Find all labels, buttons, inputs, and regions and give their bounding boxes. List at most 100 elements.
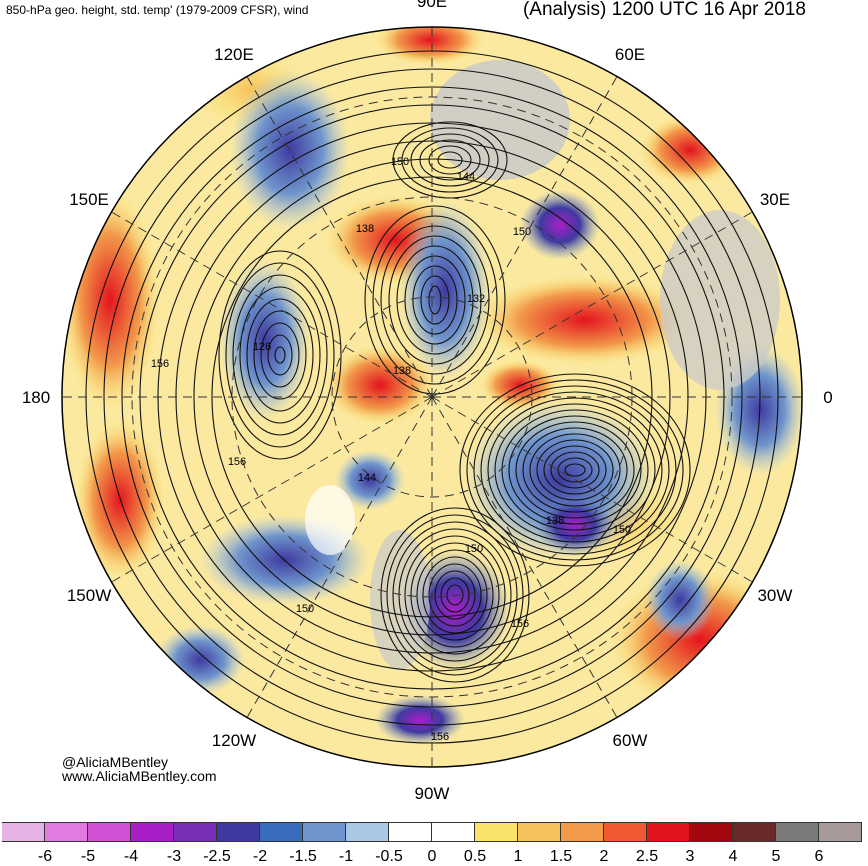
height-contour <box>459 373 691 567</box>
height-contour <box>416 549 494 641</box>
height-contour <box>246 298 314 412</box>
height-contour <box>388 235 482 365</box>
map-border <box>61 26 803 768</box>
height-contour <box>419 139 481 181</box>
height-contour <box>364 205 506 395</box>
colorbar-swatch <box>88 822 131 842</box>
contour-label: 132 <box>467 293 485 305</box>
latitude-circle <box>331 296 533 498</box>
colorbar-swatch <box>776 822 819 842</box>
height-contour <box>515 421 635 519</box>
colorbar-tick: 1 <box>513 848 523 865</box>
height-contour <box>550 451 600 489</box>
meridian-line <box>246 76 433 398</box>
lon-120w-label: 120W <box>212 731 256 750</box>
meridian-line <box>431 396 618 718</box>
height-contour <box>401 127 499 193</box>
colorbar-tick: -3 <box>166 848 182 865</box>
height-contour <box>404 255 466 345</box>
height-contour <box>380 225 490 375</box>
height-contour <box>428 285 442 315</box>
map-title-right: (Analysis) 1200 UTC 16 Apr 2018 <box>522 0 806 20</box>
colorbar-swatch <box>174 822 217 842</box>
lon-150w-label: 150W <box>67 586 111 605</box>
graticule <box>62 27 802 767</box>
colorbar-swatch <box>647 822 690 842</box>
height-contour <box>267 334 293 376</box>
colorbar-tick: 2 <box>599 848 609 865</box>
colorbar-tick: 5 <box>771 848 781 865</box>
height-contour <box>410 542 500 648</box>
contour-label: 126 <box>253 341 271 353</box>
lon-30e-label: 30E <box>760 190 790 209</box>
height-contour <box>466 379 684 561</box>
colorbar-swatch <box>604 822 647 842</box>
meridian-line <box>431 76 618 398</box>
contour-label: 138 <box>393 365 411 377</box>
contour-label: 138 <box>356 223 374 235</box>
lon-0-label: 0 <box>823 388 832 407</box>
colorbar-tick: -6 <box>37 848 53 865</box>
height-contour <box>225 262 335 448</box>
height-contour <box>404 535 506 655</box>
height-contour <box>386 514 524 676</box>
contour-label: 156 <box>151 358 169 370</box>
credit-url: www.AliciaMBentley.com <box>62 768 217 784</box>
contour-label: 144 <box>358 472 376 484</box>
height-contour <box>434 570 476 620</box>
meridian-line <box>111 396 433 583</box>
height-contour <box>446 584 464 606</box>
colorbar-swatch <box>518 822 561 842</box>
colorbar-tick: 1.5 <box>549 848 573 865</box>
height-contour <box>211 176 653 618</box>
height-contour <box>564 463 586 477</box>
polar-map: 126 132 138 138 144 144 138 150 150 156 156 150 156 1… <box>22 0 833 803</box>
colorbar-tick: 3 <box>685 848 695 865</box>
longitude-labels: 90E 60E 30E 0 30W 60W 90W 120W 150W 180 150E 120E <box>22 0 833 803</box>
meridian-line <box>431 396 753 583</box>
colorbar-swatch <box>690 822 733 842</box>
colorbar-swatch <box>260 822 303 842</box>
height-contour <box>274 346 286 364</box>
height-contour <box>420 275 450 325</box>
colorbar-swatch <box>819 822 862 842</box>
lon-90e-label: 90E <box>417 0 447 11</box>
height-contour <box>422 556 488 634</box>
credit-handle: @AliciaMBentley <box>62 754 169 770</box>
colorbar-tick: 0.5 <box>463 848 487 865</box>
colorbar-tick: -2.5 <box>203 848 231 865</box>
colorbar-tick: -1.5 <box>289 848 317 865</box>
height-contour <box>392 521 518 669</box>
height-contour <box>437 151 463 169</box>
height-contour <box>508 415 642 525</box>
height-contour <box>232 274 328 436</box>
colorbar-swatch <box>561 822 604 842</box>
height-contour <box>440 577 470 613</box>
colorbar-swatch <box>346 822 389 842</box>
colorbar-swatch <box>131 822 174 842</box>
contour-label: 144 <box>457 171 475 183</box>
colorbar-tick: 2.5 <box>635 848 659 865</box>
height-contour <box>536 439 614 501</box>
lon-90w-label: 90W <box>415 784 450 803</box>
lon-120e-label: 120E <box>214 45 254 64</box>
colorbar-swatch <box>2 822 45 842</box>
contour-labels: 126 132 138 138 144 144 138 150 150 156 156 150 156 1… <box>151 156 631 743</box>
contour-label: 150 <box>513 226 531 238</box>
height-contour <box>428 145 472 175</box>
height-contour <box>193 158 671 636</box>
anomaly-field <box>62 27 802 767</box>
contour-label: 150 <box>613 524 631 536</box>
height-contour <box>218 250 342 460</box>
contour-label: 156 <box>511 618 529 630</box>
temperature-anomaly-colorbar: -6 -5 -4 -3 -2.5 -2 -1.5 -1 -0.5 0 0.5 1 1.5 2 2.5 3 4 5 6 <box>0 822 868 865</box>
lon-60e-label: 60E <box>615 45 645 64</box>
contour-label: 156 <box>431 731 449 743</box>
colorbar-tick: -4 <box>123 848 139 865</box>
height-contour <box>396 245 474 355</box>
height-contour <box>529 433 621 507</box>
lon-150e-label: 150E <box>69 190 109 209</box>
contour-label: 150 <box>465 543 483 555</box>
height-contour <box>239 286 321 424</box>
height-contour <box>501 409 649 531</box>
